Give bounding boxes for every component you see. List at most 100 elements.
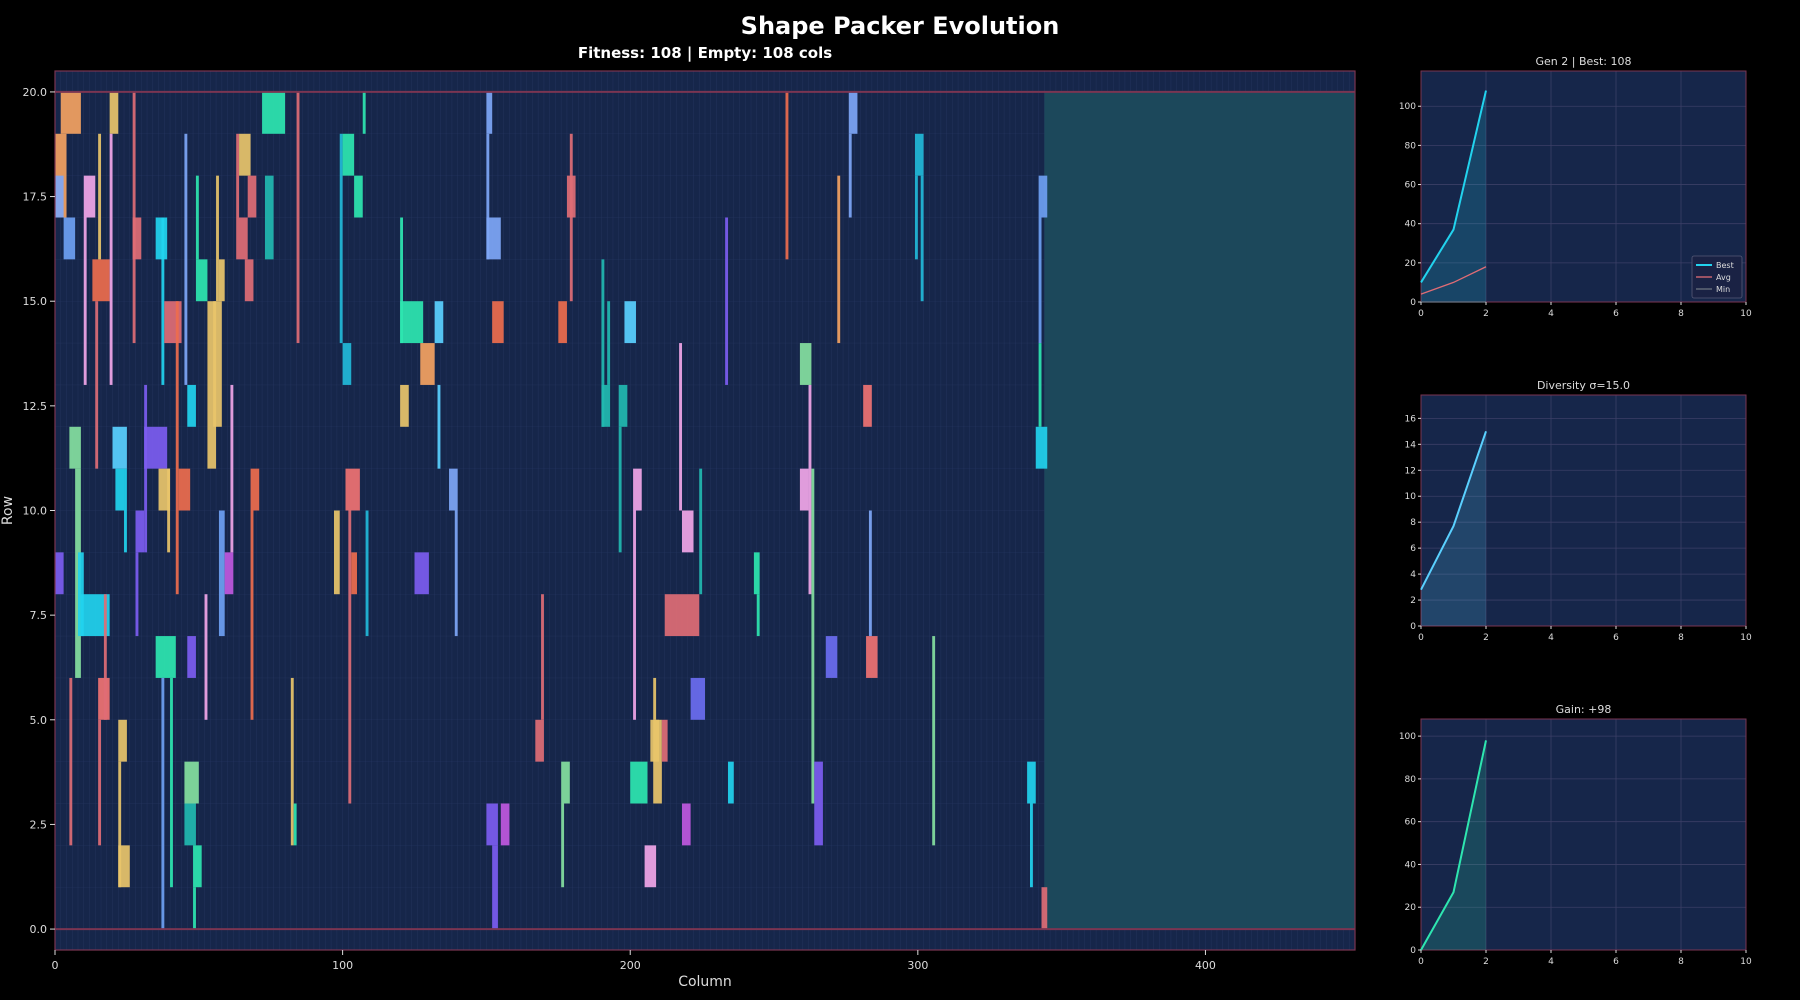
plot-title: Gen 2 | Best: 108 bbox=[1535, 55, 1631, 68]
shape-cell bbox=[863, 384, 872, 427]
series-line-side-gain bbox=[1420, 740, 1487, 951]
shape-cell bbox=[187, 636, 196, 678]
shape-cell bbox=[60, 91, 81, 134]
shape-cell bbox=[633, 468, 642, 511]
shape-cell bbox=[811, 468, 815, 804]
shape-cell bbox=[342, 133, 355, 176]
shape-cell bbox=[187, 384, 196, 427]
shape-cell bbox=[837, 175, 841, 344]
diversity-plot: 0 2 4 6 8 10 0 2 4 6 8 10 12 14 16 Diversity σ=15.0 bbox=[1405, 379, 1752, 643]
shape-cell bbox=[144, 384, 148, 553]
y-tick-label: 10 bbox=[1405, 492, 1417, 502]
shape-cell bbox=[486, 91, 493, 134]
shape-cell bbox=[814, 761, 823, 846]
plot-frame bbox=[1420, 718, 1747, 951]
shape-cell bbox=[144, 426, 168, 469]
shape-cell bbox=[262, 91, 286, 134]
shape-cell bbox=[207, 301, 217, 469]
x-tick-label: 0 bbox=[1418, 633, 1424, 643]
series-line-side-diversity bbox=[1420, 431, 1487, 591]
shape-cell bbox=[825, 636, 838, 678]
shape-cell bbox=[728, 761, 734, 804]
shape-cell bbox=[914, 175, 918, 260]
x-tick-label: 4 bbox=[1548, 309, 1554, 319]
x-tick-label: 10 bbox=[1740, 309, 1752, 319]
shape-cell bbox=[204, 594, 208, 720]
shape-cell bbox=[124, 468, 127, 553]
y-tick-label: 7.5 bbox=[30, 609, 48, 622]
y-axis-label: Row bbox=[0, 496, 16, 525]
shape-cell bbox=[184, 133, 188, 385]
shape-cell bbox=[345, 468, 360, 511]
y-tick-label: 0 bbox=[1410, 622, 1416, 632]
shape-cell bbox=[109, 91, 119, 134]
shape-cell bbox=[535, 719, 544, 762]
shape-cell bbox=[155, 636, 176, 678]
shapes bbox=[55, 91, 1048, 930]
shape-cell bbox=[118, 761, 122, 888]
y-tick-label: 5.0 bbox=[30, 714, 48, 727]
shape-cell bbox=[83, 175, 96, 218]
x-tick-label: 400 bbox=[1195, 959, 1216, 972]
shape-cell bbox=[218, 510, 225, 637]
plot-frame bbox=[1420, 394, 1747, 627]
shape-cell bbox=[351, 552, 357, 595]
y-tick-label: 12.5 bbox=[23, 400, 48, 413]
shape-cell bbox=[756, 594, 760, 637]
series-line-best bbox=[1420, 90, 1487, 283]
shape-cell bbox=[175, 301, 179, 595]
shape-cell bbox=[247, 175, 257, 218]
shape-cell bbox=[55, 175, 64, 218]
legend-label: Best bbox=[1716, 261, 1734, 270]
shape-cell bbox=[653, 719, 662, 804]
y-tick-label: 4 bbox=[1410, 570, 1416, 580]
shape-cell bbox=[1035, 426, 1048, 469]
shape-cell bbox=[400, 384, 409, 427]
shape-cell bbox=[109, 133, 113, 385]
shape-cell bbox=[492, 845, 498, 930]
x-tick-label: 6 bbox=[1613, 957, 1619, 967]
y-tick-label: 10.0 bbox=[23, 505, 48, 518]
shape-cell bbox=[848, 133, 852, 218]
shape-cell bbox=[914, 133, 924, 176]
shape-cell bbox=[661, 719, 668, 762]
shape-cell bbox=[1038, 175, 1048, 218]
y-tick-label: 80 bbox=[1405, 141, 1417, 151]
y-tick-label: 17.5 bbox=[23, 191, 48, 204]
x-tick-label: 8 bbox=[1678, 957, 1684, 967]
x-tick-label: 200 bbox=[620, 959, 641, 972]
shape-cell bbox=[808, 384, 812, 595]
shape-cell bbox=[95, 301, 99, 469]
shape-cell bbox=[98, 133, 102, 260]
shape-cell bbox=[333, 510, 340, 595]
y-tick-label: 40 bbox=[1405, 860, 1417, 870]
x-tick-label: 100 bbox=[332, 959, 353, 972]
shape-cell bbox=[115, 468, 125, 511]
shape-cell bbox=[920, 175, 924, 302]
shape-cell bbox=[83, 217, 87, 385]
shape-cell bbox=[55, 552, 64, 595]
y-tick-label: 60 bbox=[1405, 818, 1417, 828]
shape-cell bbox=[1030, 803, 1033, 888]
shape-cell bbox=[664, 594, 700, 637]
shape-cell bbox=[618, 384, 628, 427]
shape-cell bbox=[135, 552, 139, 637]
shape-cell bbox=[799, 343, 812, 385]
shape-cell bbox=[866, 636, 878, 678]
y-tick-label: 20 bbox=[1405, 903, 1417, 913]
shape-cell bbox=[195, 175, 199, 260]
shape-cell bbox=[161, 217, 165, 385]
shape-cell bbox=[486, 133, 490, 260]
y-tick-label: 100 bbox=[1399, 732, 1416, 742]
x-tick-label: 2 bbox=[1483, 309, 1489, 319]
plot-frame bbox=[1420, 70, 1747, 303]
y-tick-label: 12 bbox=[1405, 466, 1416, 476]
shape-cell bbox=[690, 677, 705, 720]
shape-cell bbox=[158, 468, 171, 511]
shape-cell bbox=[449, 468, 458, 511]
shape-cell bbox=[541, 594, 544, 720]
shape-cell bbox=[558, 301, 567, 344]
shape-cell bbox=[78, 552, 84, 637]
